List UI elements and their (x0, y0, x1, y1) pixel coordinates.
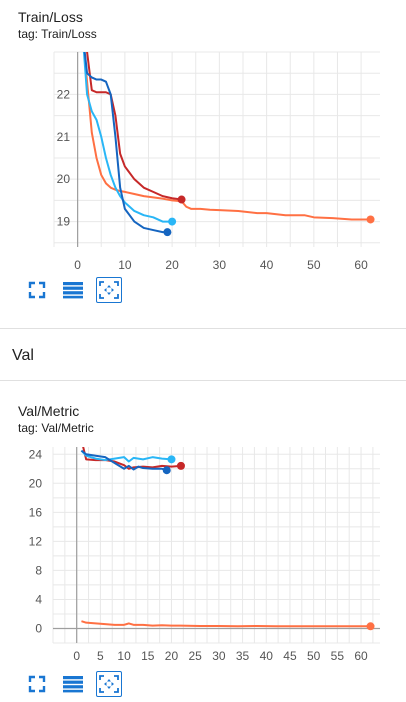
fit-domain-button[interactable] (96, 277, 122, 303)
x-tick-label: 20 (165, 649, 179, 663)
series-line-2 (82, 52, 173, 223)
section-title: Val (12, 347, 34, 364)
card-tag: tag: Train/Loss (18, 27, 97, 41)
y-tick-label: 8 (35, 563, 42, 577)
series-end-point-1[interactable] (176, 461, 185, 470)
x-tick-label: 55 (331, 649, 345, 663)
card-tag: tag: Val/Metric (18, 421, 94, 435)
series-end-point-3[interactable] (162, 466, 171, 475)
y-tick-label: 21 (57, 130, 71, 144)
series-end-point-1[interactable] (177, 195, 186, 204)
chart-toolbar (24, 277, 122, 303)
series-line-1 (82, 447, 182, 470)
series-end-point-0[interactable] (366, 215, 375, 224)
series-line-1 (86, 52, 182, 201)
y-tick-label: 19 (57, 215, 71, 229)
x-tick-label: 45 (283, 649, 297, 663)
fit-domain-icon (99, 281, 119, 299)
y-tick-label: 24 (29, 447, 43, 461)
y-tick-label: 20 (29, 476, 43, 490)
x-tick-label: 20 (165, 258, 179, 272)
series-end-point-3[interactable] (163, 228, 172, 237)
series-end-point-2[interactable] (167, 455, 176, 464)
x-tick-label: 60 (354, 258, 368, 272)
y-tick-label: 0 (35, 621, 42, 635)
val-metric-chart[interactable]: 0 5 10 15 20 25 30 35 40 45 50 55 60 0 4 8 12 16 20 24 (0, 440, 406, 674)
chart-toolbar (24, 671, 122, 697)
x-tick-label: 0 (73, 649, 80, 663)
data-table-button[interactable] (60, 671, 86, 697)
card-title: Train/Loss (18, 9, 83, 25)
fullscreen-icon (28, 675, 46, 693)
y-tick-label: 4 (35, 592, 42, 606)
fit-domain-icon (99, 675, 119, 693)
grid (52, 447, 380, 644)
y-tick-label: 16 (29, 505, 43, 519)
y-tick-label: 12 (29, 534, 43, 548)
card-title: Val/Metric (18, 403, 80, 419)
x-tick-label: 40 (260, 649, 274, 663)
x-tick-label: 30 (212, 649, 226, 663)
y-tick-label: 22 (57, 87, 71, 101)
x-tick-label: 10 (118, 258, 132, 272)
fit-domain-button[interactable] (96, 671, 122, 697)
section-divider (0, 380, 406, 381)
train-loss-chart[interactable]: 0 10 20 30 40 50 60 19 20 21 22 (0, 44, 406, 274)
x-tick-label: 5 (97, 649, 104, 663)
x-tick-label: 40 (260, 258, 274, 272)
x-tick-label: 10 (117, 649, 131, 663)
fullscreen-button[interactable] (24, 277, 50, 303)
x-tick-label: 25 (188, 649, 202, 663)
x-tick-label: 50 (307, 649, 321, 663)
series-line-0 (83, 52, 371, 221)
series-line-2 (80, 449, 172, 463)
x-tick-label: 35 (236, 649, 250, 663)
x-tick-label: 15 (141, 649, 155, 663)
y-tick-label: 20 (57, 172, 71, 186)
section-divider (0, 328, 406, 329)
x-tick-label: 30 (213, 258, 227, 272)
series-line-3 (83, 52, 168, 234)
fullscreen-button[interactable] (24, 671, 50, 697)
data-table-icon (63, 282, 83, 299)
val-metric-card: Val/Metric tag: Val/Metric 0 5 10 15 20 25 30 3… (0, 396, 406, 702)
data-table-button[interactable] (60, 277, 86, 303)
grid (53, 51, 380, 247)
series-line-3 (80, 449, 168, 472)
series-end-point-0[interactable] (366, 622, 375, 631)
data-table-icon (63, 676, 83, 693)
x-tick-label: 50 (307, 258, 321, 272)
fullscreen-icon (28, 281, 46, 299)
series-end-point-2[interactable] (168, 217, 177, 226)
series-line-0 (81, 620, 371, 628)
x-tick-label: 0 (74, 258, 81, 272)
train-loss-card: Train/Loss tag: Train/Loss 0 10 20 30 40 50 60… (0, 0, 406, 318)
x-tick-label: 60 (354, 649, 368, 663)
